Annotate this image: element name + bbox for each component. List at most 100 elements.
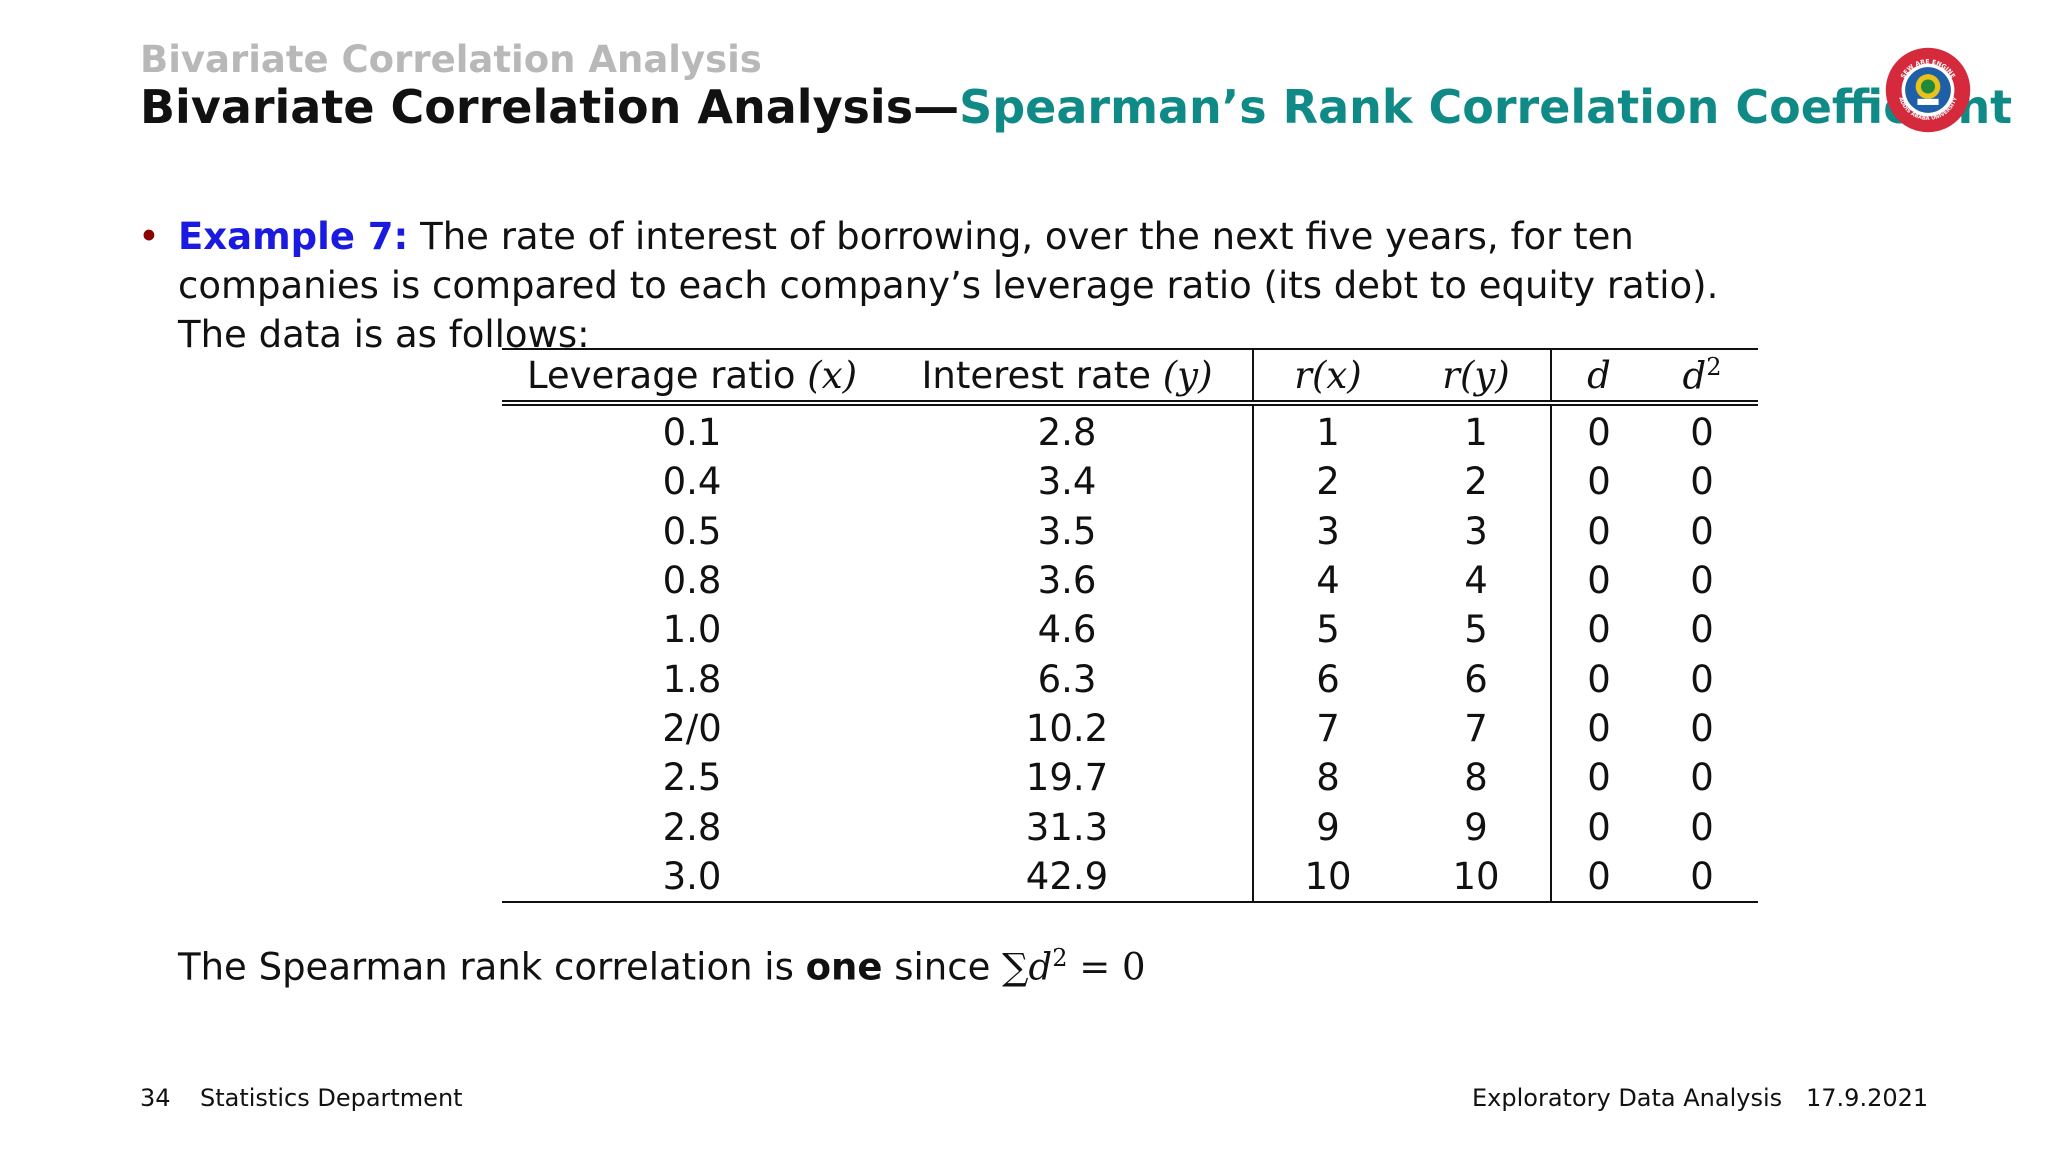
frame-title: Bivariate Correlation Analysis—Spearman’… [140, 80, 2012, 134]
header-leverage: Leverage ratio (x) [502, 349, 882, 403]
conclusion-line: The Spearman rank correlation is one sin… [178, 944, 1146, 988]
cell-leverage: 2.5 [662, 756, 722, 800]
frame-title-subtitle: Spearman’s Rank Correlation Coefficient [959, 80, 2013, 134]
cell-d: 0 [1587, 706, 1611, 750]
header-rank-y: r(y) [1402, 349, 1552, 403]
conclusion-suffix: since [882, 945, 1003, 989]
cell-rank-x: 4 [1316, 559, 1340, 603]
cell-d: 0 [1587, 460, 1611, 504]
seal-emblem-center [1920, 79, 1936, 94]
header-d: d [1587, 353, 1611, 397]
header-interest-text: Interest rate [921, 353, 1163, 397]
rank-table: Leverage ratio (x) Interest rate (y) r(x… [502, 348, 1758, 903]
cell-interest: 6.3 [882, 654, 1254, 704]
footer-date: 17.9.2021 [1806, 1084, 1929, 1112]
cell-rank-x: 8 [1316, 756, 1340, 800]
table-body: 0.1 2.8 1 1 0 0 0.4 3.4 2 2 0 0 0.5 3.5 3 3 0 0 0.8 3.6 4 4 0 0… [502, 399, 1758, 903]
cell-interest: 3.4 [882, 457, 1254, 507]
example-block: • Example 7: The rate of interest of bor… [138, 212, 1782, 359]
cell-d-squared: 0 [1690, 608, 1714, 652]
cell-d: 0 [1587, 805, 1611, 849]
cell-leverage: 2/0 [662, 706, 722, 750]
table-row: 0.5 3.5 3 3 0 0 [502, 506, 1758, 556]
header-leverage-math: (x) [807, 353, 858, 397]
cell-rank-y: 7 [1402, 703, 1552, 754]
header-d-squared: d2 [1646, 349, 1758, 403]
cell-rank-x: 3 [1316, 509, 1340, 553]
header-interest-math: (y) [1162, 353, 1213, 397]
example-text: The rate of interest of borrowing, over … [178, 215, 1719, 356]
table-header-row: Leverage ratio (x) Interest rate (y) r(x… [502, 349, 1758, 403]
cell-d-squared: 0 [1690, 805, 1714, 849]
cell-d-squared: 0 [1690, 756, 1714, 800]
cell-leverage: 1.0 [662, 608, 722, 652]
cell-d-squared: 0 [1690, 559, 1714, 603]
cell-d: 0 [1587, 559, 1611, 603]
cell-interest: 10.2 [882, 703, 1254, 754]
cell-d-squared: 0 [1690, 657, 1714, 701]
cell-rank-x: 9 [1316, 805, 1340, 849]
frame-title-dash: — [913, 80, 960, 134]
cell-leverage: 2.8 [662, 805, 722, 849]
cell-d: 0 [1587, 509, 1611, 553]
seal-book-icon [1917, 98, 1939, 105]
cell-rank-x: 1 [1253, 399, 1402, 458]
cell-leverage: 3.0 [502, 851, 882, 903]
table-row: 0.1 2.8 1 1 0 0 [502, 399, 1758, 458]
cell-d: 0 [1587, 756, 1611, 800]
cell-rank-x: 10 [1253, 851, 1402, 903]
cell-d-squared: 0 [1690, 460, 1714, 504]
cell-d: 0 [1587, 608, 1611, 652]
cell-rank-x: 6 [1316, 657, 1340, 701]
cell-d-squared: 0 [1690, 706, 1714, 750]
table-row: 0.4 3.4 2 2 0 0 [502, 457, 1758, 507]
footer-department: Statistics Department [200, 1084, 463, 1112]
cell-rank-y: 2 [1402, 457, 1552, 507]
cell-interest: 19.7 [882, 753, 1254, 803]
cell-rank-y: 8 [1402, 753, 1552, 803]
cell-d-squared: 0 [1690, 509, 1714, 553]
cell-d: 0 [1587, 657, 1611, 701]
table-row: 3.0 42.9 10 10 0 0 [502, 851, 1758, 903]
header-interest: Interest rate (y) [882, 349, 1254, 403]
cell-leverage: 0.4 [662, 460, 722, 504]
cell-rank-y: 5 [1402, 605, 1552, 655]
bullet-icon: • [138, 215, 160, 258]
conclusion-math-exp: 2 [1052, 944, 1068, 972]
cell-rank-y: 1 [1402, 399, 1552, 458]
table-row: 1.8 6.3 6 6 0 0 [502, 654, 1758, 704]
header-d-squared-base: d [1682, 354, 1707, 398]
table-row: 2.5 19.7 8 8 0 0 [502, 753, 1758, 803]
cell-interest: 3.6 [882, 555, 1254, 606]
footer-course: Exploratory Data Analysis [1472, 1084, 1783, 1112]
cell-rank-y: 3 [1402, 506, 1552, 556]
frame-title-main: Bivariate Correlation Analysis [140, 80, 914, 134]
cell-d-squared: 0 [1646, 399, 1758, 458]
university-seal-logo: SEW ARE ENGINE ADDIS ABABA UNIVERSITY [1885, 47, 1971, 133]
cell-rank-y: 4 [1402, 555, 1552, 606]
sum-symbol: ∑ [1002, 945, 1029, 989]
cell-leverage: 0.8 [662, 559, 722, 603]
cell-interest: 42.9 [882, 851, 1254, 903]
header-rank-x: r(x) [1294, 353, 1362, 397]
cell-rank-x: 5 [1316, 608, 1340, 652]
conclusion-prefix: The Spearman rank correlation is [178, 945, 806, 989]
cell-d: 0 [1551, 399, 1646, 458]
cell-rank-y: 6 [1402, 654, 1552, 704]
cell-leverage: 1.8 [662, 657, 722, 701]
section-title: Bivariate Correlation Analysis [140, 38, 762, 81]
cell-leverage: 0.1 [502, 399, 882, 458]
table-row: 2.8 31.3 9 9 0 0 [502, 802, 1758, 852]
conclusion-math-base: d [1028, 945, 1053, 989]
example-label: Example 7: [178, 215, 409, 258]
cell-d-squared: 0 [1646, 851, 1758, 903]
cell-interest: 3.5 [882, 506, 1254, 556]
example-paragraph: Example 7: The rate of interest of borro… [178, 212, 1782, 359]
footer-page-number: 34 [140, 1084, 171, 1112]
cell-rank-y: 9 [1402, 802, 1552, 852]
header-leverage-text: Leverage ratio [526, 353, 808, 397]
cell-interest: 31.3 [882, 802, 1254, 852]
cell-interest: 4.6 [882, 605, 1254, 655]
conclusion-bold: one [805, 945, 883, 989]
cell-interest: 2.8 [882, 399, 1254, 458]
